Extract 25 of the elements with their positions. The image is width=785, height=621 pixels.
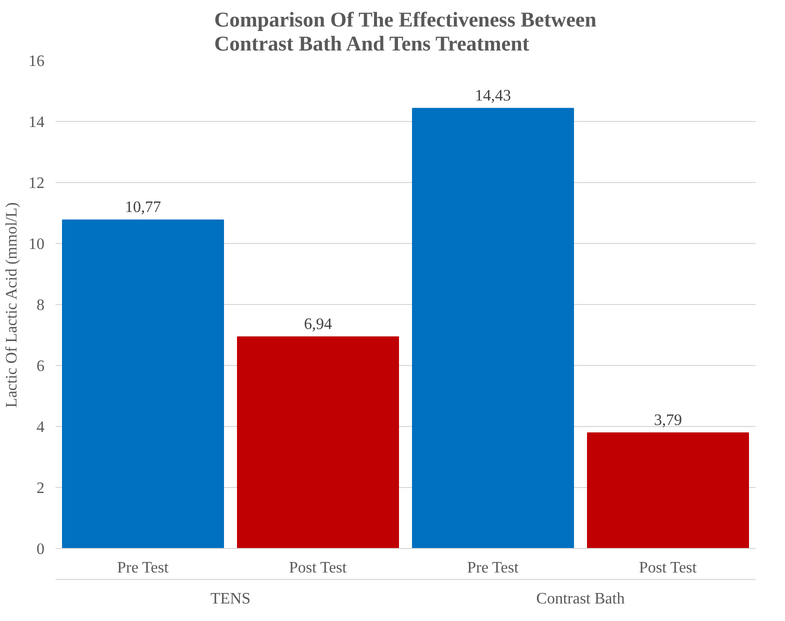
- data-label: 3,79: [654, 412, 682, 429]
- y-tick-label: 16: [28, 53, 44, 70]
- x-tick-label: Post Test: [289, 560, 348, 576]
- y-tick-label: 8: [36, 297, 44, 314]
- bar: [62, 220, 224, 548]
- y-axis-title: Lactic Of Lactic Acid (mmol/L): [4, 202, 20, 408]
- y-tick-label: 4: [36, 419, 44, 436]
- y-tick-label: 6: [36, 358, 44, 375]
- data-label: 10,77: [125, 199, 161, 216]
- y-tick-label: 2: [36, 480, 44, 497]
- x-tick-label: Pre Test: [117, 560, 170, 576]
- bar: [237, 336, 399, 548]
- y-tick-label: 14: [28, 114, 44, 131]
- bar: [412, 108, 574, 548]
- data-label: 14,43: [475, 87, 511, 104]
- y-tick-label: 12: [28, 175, 44, 192]
- y-tick-label: 10: [28, 236, 44, 253]
- text: TENS: [210, 590, 250, 608]
- bar: [587, 432, 749, 548]
- x-tick-label: Pre Test: [467, 560, 520, 576]
- data-label: 6,94: [304, 316, 332, 333]
- text: Contrast Bath: [536, 590, 625, 608]
- y-tick-label: 0: [36, 541, 44, 558]
- chart-title: Comparison Of The Effectiveness Between Contrast Bath And Tens Treatment: [214, 8, 597, 56]
- x-tick-label: Post Test: [639, 560, 698, 576]
